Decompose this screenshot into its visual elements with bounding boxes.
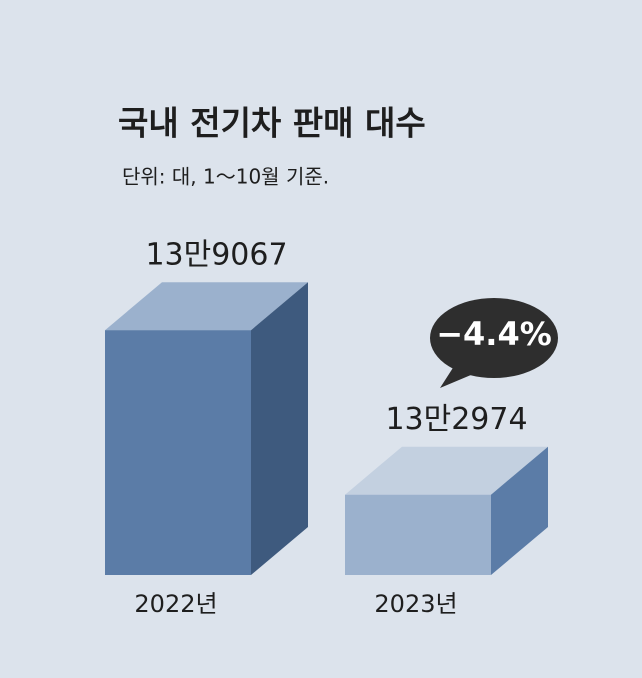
bubble-shape [430,298,558,378]
bar-top [105,282,308,331]
bar-side [491,446,548,575]
value-label: 13만9067 [145,238,287,273]
x-tick-label: 2023년 [374,590,457,618]
chart-title: 국내 전기차 판매 대수 [118,104,426,143]
bubble-tail [440,360,478,388]
value-label: 13만2974 [385,402,527,437]
annotation: −4.4% [436,315,552,353]
change-bubble: −4.4% [430,298,558,388]
x-tick-label: 2022년 [134,590,217,618]
bar-top [345,446,548,495]
bar-side [251,282,308,575]
bar [105,330,251,575]
bar [345,494,491,575]
chart-subtitle: 단위: 대, 1～10월 기준. [122,165,329,189]
